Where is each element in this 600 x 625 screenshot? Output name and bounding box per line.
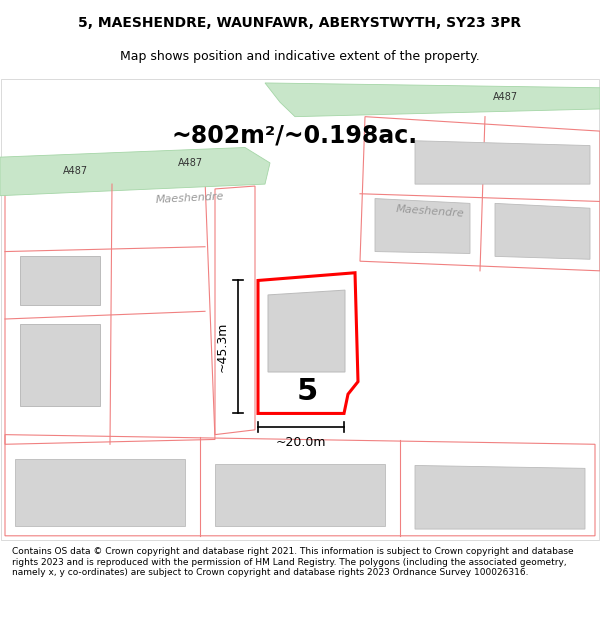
Text: A487: A487 xyxy=(178,158,203,168)
Text: ~20.0m: ~20.0m xyxy=(276,436,326,449)
Text: Contains OS data © Crown copyright and database right 2021. This information is : Contains OS data © Crown copyright and d… xyxy=(12,548,574,577)
Text: ~45.3m: ~45.3m xyxy=(215,322,229,372)
Polygon shape xyxy=(415,466,585,529)
Text: ~802m²/~0.198ac.: ~802m²/~0.198ac. xyxy=(172,124,418,148)
Text: 5, MAESHENDRE, WAUNFAWR, ABERYSTWYTH, SY23 3PR: 5, MAESHENDRE, WAUNFAWR, ABERYSTWYTH, SY… xyxy=(79,16,521,31)
Polygon shape xyxy=(495,203,590,259)
Text: Maeshendre: Maeshendre xyxy=(155,192,224,206)
Polygon shape xyxy=(268,290,345,372)
Text: A487: A487 xyxy=(493,92,518,103)
Text: A487: A487 xyxy=(62,166,88,176)
Polygon shape xyxy=(20,256,100,304)
Text: Map shows position and indicative extent of the property.: Map shows position and indicative extent… xyxy=(120,50,480,62)
Text: 5: 5 xyxy=(296,377,317,406)
Polygon shape xyxy=(215,464,385,526)
Polygon shape xyxy=(15,459,185,526)
Polygon shape xyxy=(265,83,600,117)
Polygon shape xyxy=(0,148,270,196)
Text: Maeshendre: Maeshendre xyxy=(395,204,464,219)
Polygon shape xyxy=(20,324,100,406)
Polygon shape xyxy=(415,141,590,184)
Polygon shape xyxy=(375,199,470,254)
Polygon shape xyxy=(258,272,358,414)
